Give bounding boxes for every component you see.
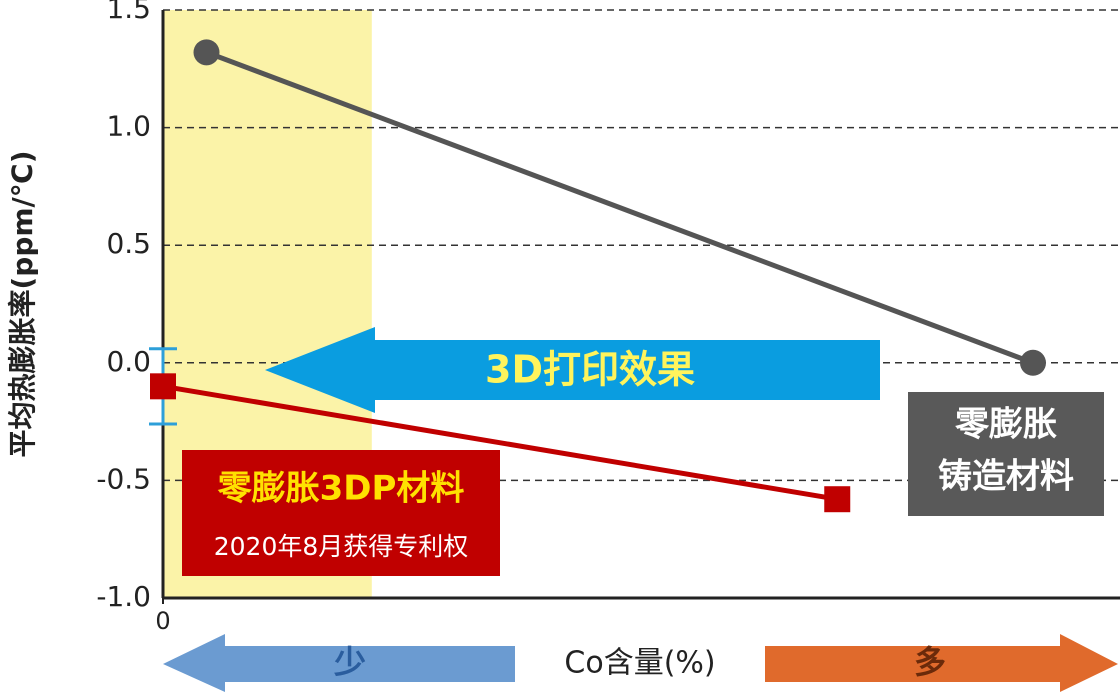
point — [824, 486, 851, 513]
gray-box-line: 零膨胀 — [955, 405, 1057, 445]
gray-box — [908, 392, 1104, 516]
y-tick-label: 1.0 — [106, 110, 151, 143]
y-tick-label: 0.5 — [106, 227, 151, 260]
red-box-note: 2020年8月获得专利权 — [214, 532, 469, 561]
high-arrow — [765, 634, 1118, 692]
gray-box-line: 铸造材料 — [938, 457, 1074, 497]
y-tick-label: -0.5 — [96, 462, 151, 495]
series-line — [205, 49, 1034, 366]
low-arrow — [163, 634, 515, 692]
y-axis-label: 平均热膨胀率(ppm/℃) — [6, 151, 39, 458]
y-tick-label: 0.0 — [106, 345, 151, 378]
series-line — [162, 383, 838, 502]
low-label: 少 — [334, 643, 366, 681]
red-box — [182, 450, 500, 576]
point — [193, 39, 220, 66]
y-tick-label: -1.0 — [96, 580, 151, 613]
x-axis-label: Co含量(%) — [564, 646, 715, 681]
high-label: 多 — [914, 643, 946, 681]
effect-arrow — [265, 327, 880, 413]
red-box-title: 零膨胀3DP材料 — [218, 469, 465, 509]
point — [150, 373, 176, 400]
point — [1020, 349, 1046, 376]
x-tick-label: 0 — [155, 607, 170, 635]
y-tick-label: 1.5 — [106, 0, 151, 25]
effect-arrow-label: 3D打印效果 — [485, 348, 695, 392]
